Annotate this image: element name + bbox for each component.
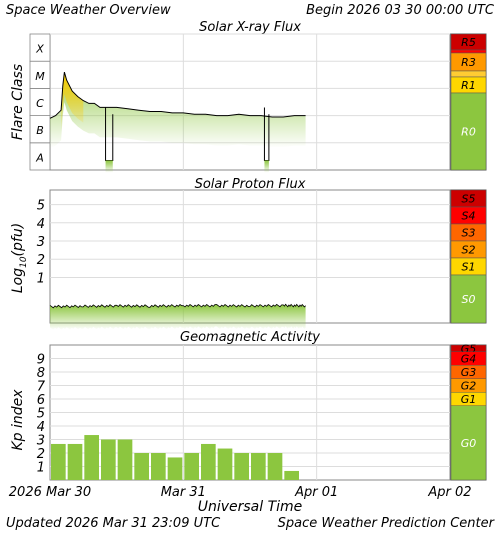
xray-dropout-glow: [264, 160, 269, 173]
proton-tick-label: 2: [37, 253, 45, 268]
x-tick-label: 2026 Mar 30: [9, 485, 91, 500]
proton-tick-label: 1: [37, 271, 45, 286]
kp-bar: [117, 439, 133, 480]
xray-flare-glow: [61, 72, 84, 133]
xray-ylabel: Flare Class: [10, 64, 26, 140]
proton-scale-label: S1: [462, 261, 476, 274]
kp-bar: [167, 457, 183, 480]
kp-scale-label: G0: [461, 437, 477, 450]
kp-bar: [217, 448, 233, 480]
proton-scale-label: S4: [462, 210, 476, 223]
proton-tick-label: 5: [37, 199, 45, 214]
kp-tick-label: 5: [37, 407, 45, 422]
xray-scale-label: R3: [461, 56, 476, 69]
kp-bar: [67, 443, 83, 480]
kp-bar: [284, 470, 299, 480]
xray-dropout-glow: [105, 160, 113, 173]
begin-time: Begin 2026 03 30 00:00 UTC: [306, 3, 495, 18]
kp-bar: [234, 453, 249, 480]
xray-scale-band: [450, 92, 487, 171]
kp-tick-label: 8: [37, 366, 45, 381]
proton-ylabel: Log10(pfu): [10, 223, 29, 293]
kp-tick-label: 9: [37, 353, 45, 368]
kp-bar: [184, 453, 199, 480]
proton-title: Solar Proton Flux: [195, 177, 306, 192]
xray-flux-line: [49, 71, 306, 119]
proton-scale-label: S0: [462, 293, 476, 306]
class-label-m: M: [35, 70, 45, 83]
kp-bar: [101, 439, 116, 480]
kp-bar: [251, 453, 266, 480]
class-label-c: C: [36, 97, 44, 110]
kp-tick-label: 3: [37, 434, 45, 449]
kp-tick-label: 1: [37, 461, 45, 476]
proton-scale-label: S3: [462, 227, 476, 240]
xray-scale-band: [450, 70, 487, 78]
class-label-a: A: [35, 151, 44, 164]
kp-bar: [151, 453, 166, 480]
x-tick-label: Mar 31: [161, 485, 206, 500]
updated-text: Updated 2026 Mar 31 23:09 UTC: [6, 516, 221, 531]
kp-tick-label: 6: [37, 393, 45, 408]
proton-scale-band: [450, 274, 487, 324]
class-box: [29, 33, 51, 62]
swpc-credit: Space Weather Prediction Center: [278, 516, 496, 531]
kp-tick-label: 4: [37, 420, 45, 435]
kp-scale-label: G4: [461, 353, 477, 366]
kp-tick-label: 2: [37, 447, 45, 462]
proton-scale-label: S2: [462, 244, 476, 257]
proton-flux-glow: [50, 304, 306, 330]
kp-scale-label: G3: [461, 366, 477, 379]
kp-ylabel: Kp index: [10, 389, 26, 451]
xray-scale-label: R0: [461, 126, 476, 139]
kp-bar: [84, 435, 99, 480]
kp-scale-label: G1: [461, 393, 477, 406]
xray-scale-label: R5: [461, 36, 476, 49]
class-label-x: X: [35, 43, 44, 56]
x-tick-label: Apr 01: [294, 485, 338, 500]
x-tick-label: Apr 02: [427, 485, 471, 500]
panel-frame-1: [49, 189, 451, 324]
class-label-b: B: [36, 124, 44, 137]
proton-tick-label: 3: [37, 235, 45, 250]
xray-scale-band: [450, 49, 487, 54]
proton-scale-label: S5: [462, 193, 476, 206]
proton-flux-line: [49, 303, 306, 309]
proton-tick-label: 4: [37, 217, 45, 232]
kp-bar: [134, 453, 149, 480]
kp-tick-label: 7: [37, 380, 46, 395]
overview-title: Space Weather Overview: [6, 3, 171, 18]
panel-frame-0: [49, 33, 451, 171]
xray-flux-glow: [50, 72, 306, 149]
kp-scale-label: G2: [461, 380, 477, 393]
kp-bar: [267, 453, 283, 480]
xray-title: Solar X-ray Flux: [199, 20, 301, 35]
kp-title: Geomagnetic Activity: [180, 330, 320, 345]
xray-scale-label: R1: [461, 79, 476, 92]
kp-bar: [201, 443, 216, 480]
kp-bar: [51, 443, 66, 480]
x-axis-label: Universal Time: [198, 499, 303, 515]
kp-scale-band: [450, 405, 487, 481]
